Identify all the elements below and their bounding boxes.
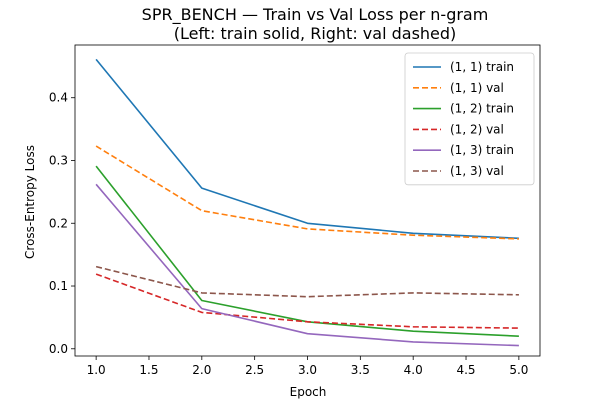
x-tick-label: 4.0 [404, 363, 423, 377]
x-tick-label: 4.5 [456, 363, 475, 377]
x-tick-label: 1.0 [87, 363, 106, 377]
legend-label: (1, 2) train [450, 102, 514, 116]
y-tick-label: 0.2 [49, 216, 68, 230]
legend-label: (1, 1) train [450, 60, 514, 74]
legend-label: (1, 1) val [450, 81, 504, 95]
series-layer [95, 58, 519, 347]
legend-box [404, 52, 535, 186]
series-line-1-1-train [95, 58, 519, 240]
series-line-1-3-val [95, 265, 519, 298]
chart-title: SPR_BENCH — Train vs Val Loss per n-gram [142, 5, 489, 25]
x-axis-label: Epoch [290, 385, 327, 399]
y-axis: 0.0 0.1 0.2 0.3 0.4 [49, 91, 75, 356]
x-tick-label: 2.0 [192, 363, 211, 377]
series-line-1-1-val [95, 145, 519, 240]
series-line-1-2-train [95, 165, 519, 337]
x-axis: 1.0 1.5 2.0 2.5 3.0 3.5 4.0 4.5 5.0 [87, 356, 528, 377]
x-tick-label: 3.5 [351, 363, 370, 377]
x-tick-label: 1.5 [139, 363, 158, 377]
x-tick-label: 2.5 [245, 363, 264, 377]
y-tick-label: 0.4 [49, 91, 68, 105]
legend-label: (1, 2) val [450, 122, 504, 136]
x-tick-label: 3.0 [298, 363, 317, 377]
y-tick-label: 0.0 [49, 342, 68, 356]
y-tick-label: 0.3 [49, 153, 68, 167]
series-line-1-3-train [95, 183, 519, 347]
chart-subtitle: (Left: train solid, Right: val dashed) [174, 24, 457, 43]
y-axis-label: Cross-Entropy Loss [23, 145, 37, 259]
legend-label: (1, 3) val [450, 164, 504, 178]
x-tick-label: 5.0 [509, 363, 528, 377]
y-tick-label: 0.1 [49, 279, 68, 293]
series-line-1-2-val [95, 273, 519, 329]
legend: (1, 1) train (1, 1) val (1, 2) train (1, 2)… [404, 52, 535, 186]
legend-label: (1, 3) train [450, 143, 514, 157]
